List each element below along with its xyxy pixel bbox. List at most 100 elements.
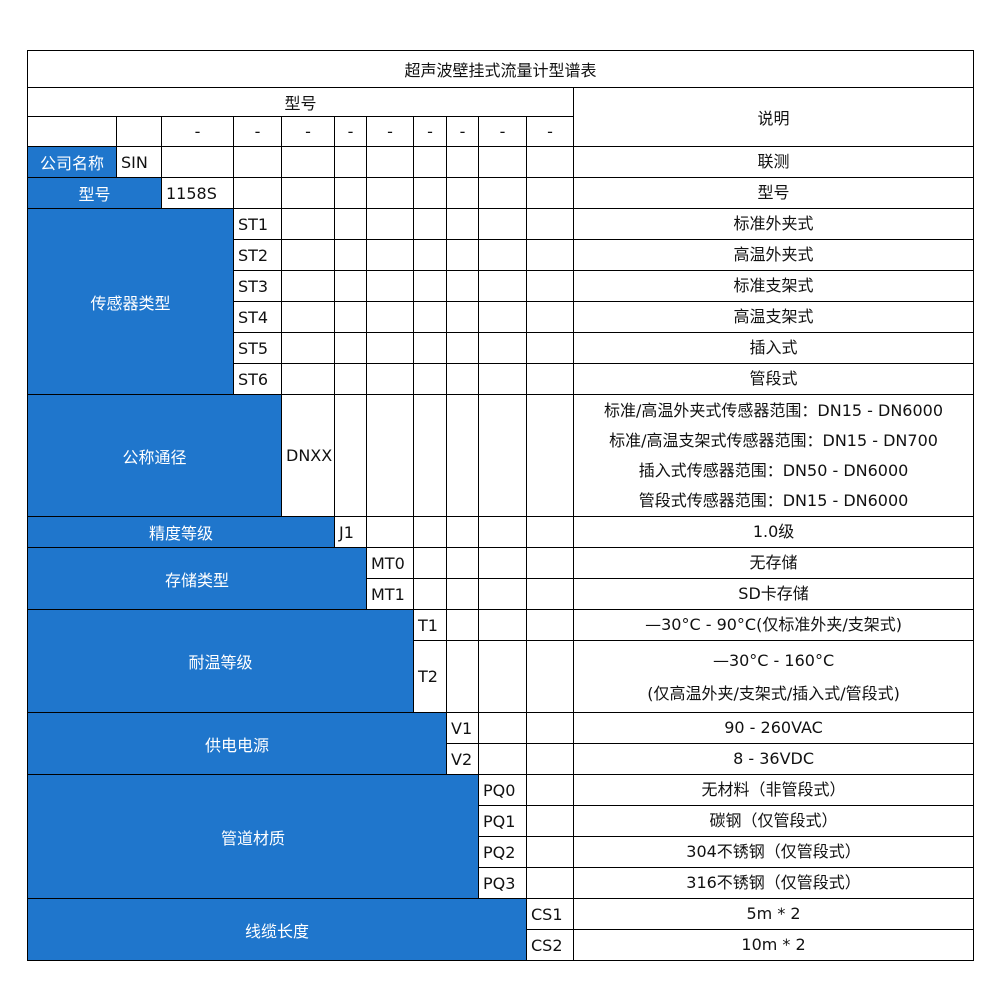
blank-cell — [413, 208, 447, 240]
option-description: 316不锈钢（仅管段式） — [572, 867, 975, 899]
option-description: 标准外夹式 — [572, 208, 975, 240]
model-header: 型号 — [27, 87, 574, 117]
table-row: ST6 管段式 — [28, 363, 975, 395]
dash-cell: - — [446, 116, 479, 147]
blank-cell — [478, 208, 527, 240]
blank-cell — [446, 609, 479, 641]
blank-cell — [281, 363, 335, 395]
blank-cell — [446, 177, 479, 209]
dash-cell: - — [161, 116, 234, 147]
blank-cell — [334, 363, 367, 395]
blank-cell — [366, 146, 414, 178]
blank-cell — [366, 208, 414, 240]
blank-cell — [526, 774, 574, 806]
option-code: 1158S — [161, 177, 234, 209]
option-description: 型号 — [572, 177, 975, 209]
description-line: 高温外夹式 — [733, 245, 814, 264]
description-line: 高温支架式 — [733, 307, 814, 326]
group-label: 传感器类型 — [27, 208, 234, 395]
option-description: 无材料（非管段式） — [572, 774, 975, 806]
blank-cell — [526, 805, 574, 837]
description-line: 标准支架式 — [733, 276, 814, 295]
description-line: 管段式传感器范围：DN15 - DN6000 — [638, 490, 909, 510]
description-line: 标准外夹式 — [733, 214, 814, 233]
blank-cell — [526, 208, 574, 240]
description-line: (仅高温外夹/支架式/插入式/管段式) — [647, 683, 900, 703]
option-code: ST5 — [233, 332, 282, 364]
description-header: 说明 — [572, 87, 975, 147]
option-code: ST3 — [233, 270, 282, 302]
table-row: PQ3 316不锈钢（仅管段式） — [28, 867, 975, 899]
description-line: SD卡存储 — [738, 584, 809, 603]
description-line: —30°C - 160°C — [712, 650, 835, 670]
blank-cell — [446, 270, 479, 302]
option-description: 高温外夹式 — [572, 239, 975, 271]
blank-cell — [334, 332, 367, 364]
description-line: 标准/高温外夹式传感器范围：DN15 - DN6000 — [604, 400, 944, 420]
table-row: ST4 高温支架式 — [28, 301, 975, 333]
table-row: PQ1 碳钢（仅管段式） — [28, 805, 975, 837]
dash-cell: - — [526, 116, 574, 147]
blank-cell — [334, 301, 367, 333]
blank-cell — [366, 177, 414, 209]
blank-cell — [334, 146, 367, 178]
blank-cell — [526, 394, 574, 517]
blank-cell — [478, 146, 527, 178]
blank-cell — [27, 116, 117, 147]
description-line: 10m * 2 — [741, 935, 806, 954]
description-line: 无材料（非管段式） — [701, 780, 846, 799]
description-line: 碳钢（仅管段式） — [709, 811, 838, 830]
group-label: 线缆长度 — [27, 898, 527, 961]
blank-cell — [526, 177, 574, 209]
blank-cell — [446, 640, 479, 713]
blank-cell — [366, 516, 414, 548]
blank-cell — [334, 239, 367, 271]
option-code: MT0 — [366, 547, 414, 579]
blank-cell — [478, 394, 527, 517]
group-label: 存储类型 — [27, 547, 367, 610]
blank-cell — [478, 609, 527, 641]
table-row: 传感器类型 ST1 标准外夹式 — [27, 208, 975, 395]
group-label: 管道材质 — [27, 774, 479, 899]
option-description: 碳钢（仅管段式） — [572, 805, 975, 837]
option-code: V2 — [446, 743, 479, 775]
table-row: 公称通径 DNXX 标准/高温外夹式传感器范围：DN15 - DN6000 标准/高温… — [27, 394, 975, 517]
blank-cell — [446, 332, 479, 364]
blank-cell — [413, 547, 447, 579]
blank-cell — [478, 578, 527, 610]
table-row: ST3 标准支架式 — [28, 270, 975, 302]
option-code: MT1 — [366, 578, 414, 610]
option-code: ST2 — [233, 239, 282, 271]
blank-cell — [413, 516, 447, 548]
blank-cell — [478, 547, 527, 579]
option-description: SD卡存储 — [572, 578, 975, 610]
group-label: 公称通径 — [27, 394, 282, 517]
table-row: PQ2 304不锈钢（仅管段式） — [28, 836, 975, 868]
description-line: 联测 — [757, 152, 790, 171]
blank-cell — [446, 394, 479, 517]
blank-cell — [281, 332, 335, 364]
description-line: 标准/高温支架式传感器范围：DN15 - DN700 — [609, 430, 938, 450]
blank-cell — [526, 743, 574, 775]
blank-cell — [526, 640, 574, 713]
blank-cell — [526, 867, 574, 899]
blank-cell — [478, 301, 527, 333]
group-label: 公司名称 — [27, 146, 117, 178]
table-row: 存储类型 MT0 无存储 — [27, 547, 975, 610]
blank-cell — [446, 239, 479, 271]
blank-cell — [334, 270, 367, 302]
blank-cell — [413, 578, 447, 610]
blank-cell — [446, 547, 479, 579]
blank-cell — [478, 239, 527, 271]
table-row: 线缆长度 CS1 5m * 2 — [27, 898, 975, 961]
dash-cell: - — [366, 116, 414, 147]
description-line: —30°C - 90°C(仅标准外夹/支架式) — [645, 615, 902, 634]
blank-cell — [526, 516, 574, 548]
table-row: CS2 10m * 2 — [28, 929, 975, 961]
option-code: CS1 — [526, 898, 574, 930]
group-label: 供电电源 — [27, 712, 447, 775]
dash-cell: - — [478, 116, 527, 147]
option-code: CS2 — [526, 929, 574, 961]
description-line: 8 - 36VDC — [733, 749, 814, 768]
option-description: 1.0级 — [572, 516, 975, 548]
